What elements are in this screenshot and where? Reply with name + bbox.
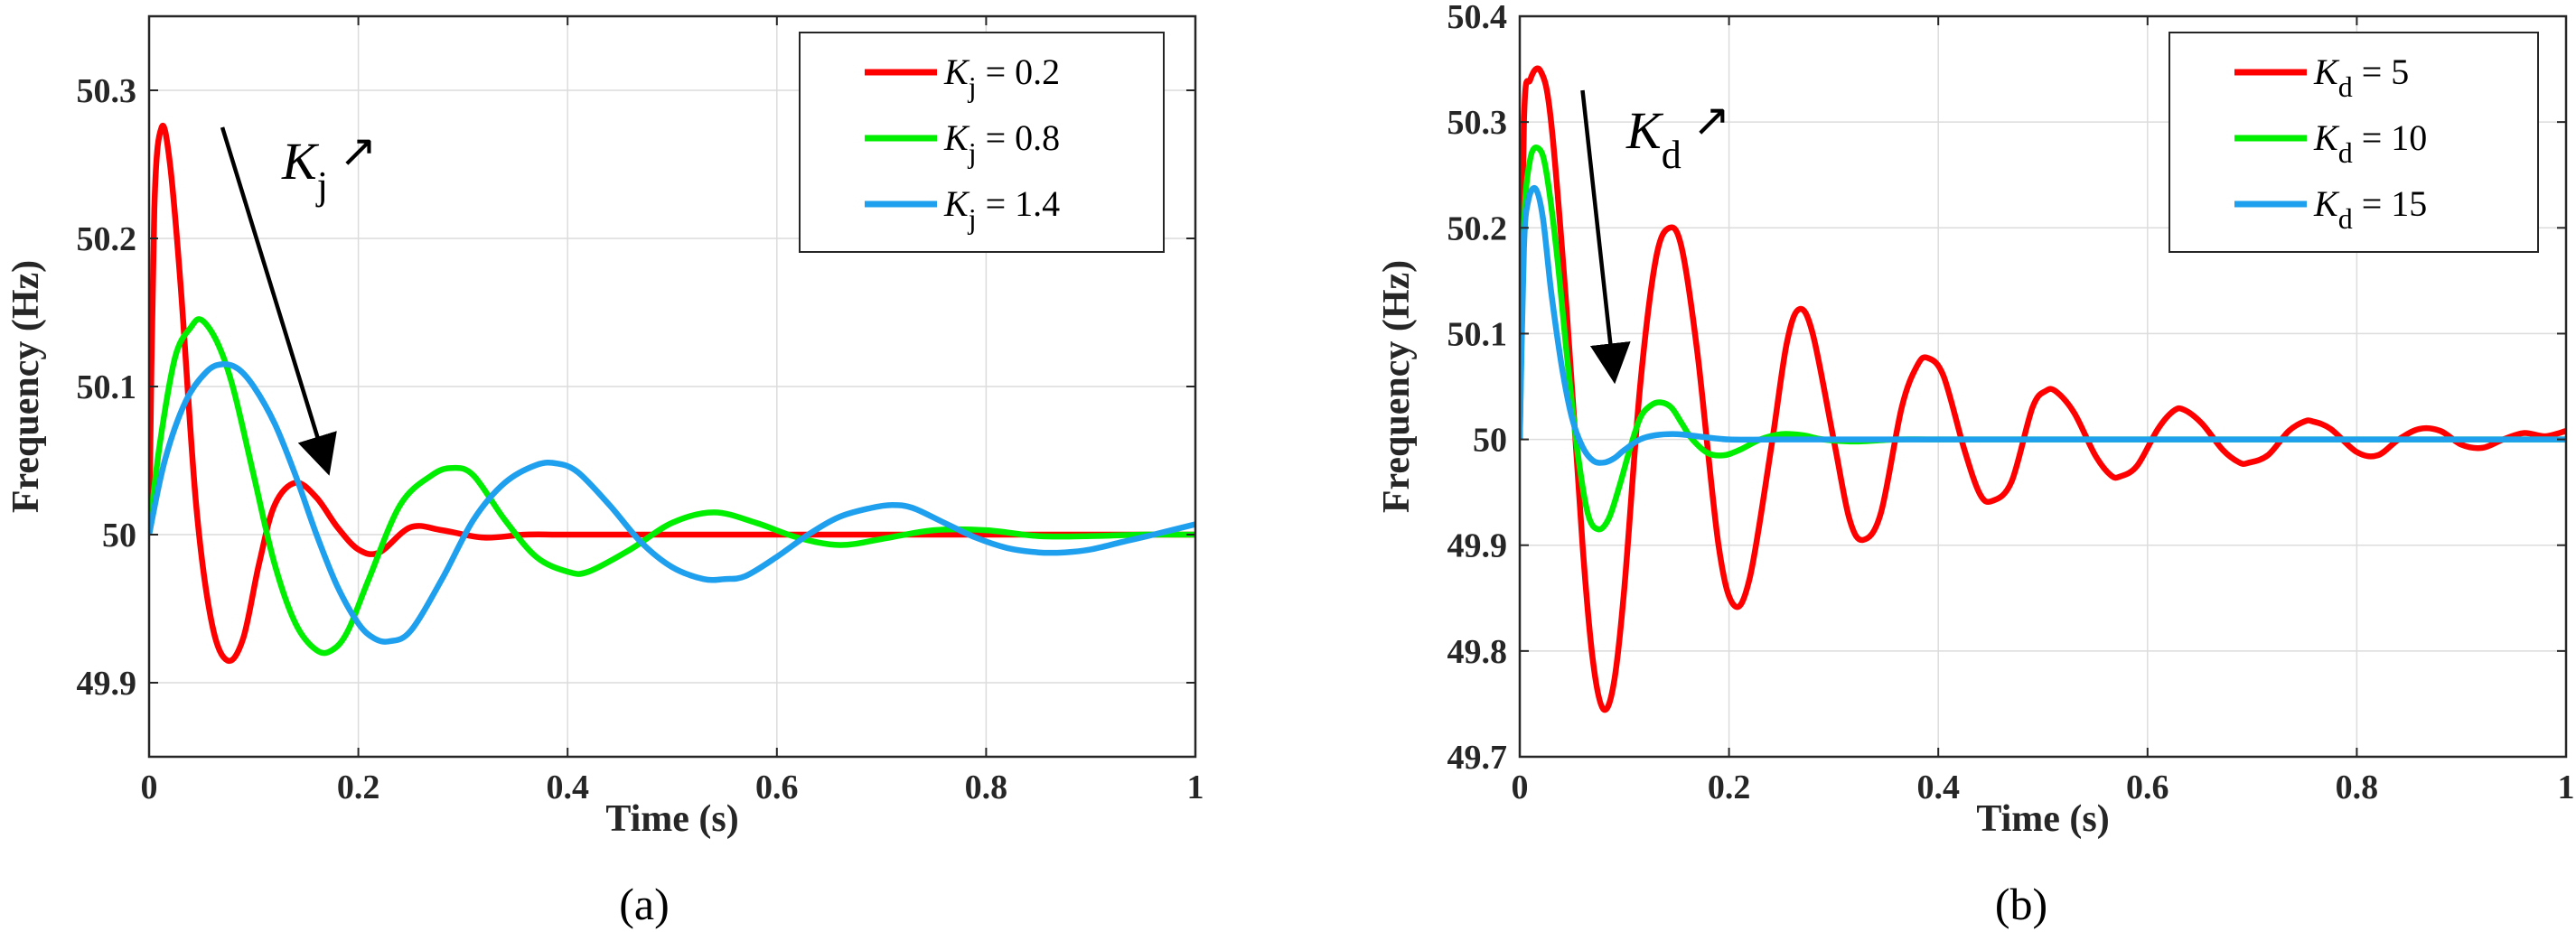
panel-caption: (a) <box>619 879 670 929</box>
series-line-j1 <box>149 122 1195 665</box>
legend-entry-label: Kd = 5 <box>2313 51 2409 103</box>
series-line-d1 <box>1520 65 2566 713</box>
legend-entry-label: Kj = 0.8 <box>943 117 1060 169</box>
x-tick-label: 1 <box>2558 769 2575 806</box>
legend: Kj = 0.2 Kj = 0.8 Kj = 1.4 <box>799 32 1165 253</box>
x-tick-label: 0.4 <box>1916 769 1960 806</box>
y-tick-label: 50 <box>102 517 136 554</box>
y-tick-label: 50 <box>1473 422 1507 460</box>
series-line-j3 <box>149 361 1195 645</box>
x-axis-label: Time (s) <box>605 798 738 840</box>
legend-entry-label: Kd = 15 <box>2313 183 2427 235</box>
x-tick-label: 0.2 <box>337 769 380 806</box>
y-tick-label: 50.3 <box>1447 104 1508 142</box>
up-right-arrow-icon: ↗ <box>1681 95 1730 145</box>
annotation-label: Kj ↗ <box>281 126 377 208</box>
x-tick-label: 0.6 <box>755 769 799 806</box>
y-tick-label: 50.2 <box>1447 210 1508 247</box>
x-tick-label: 0 <box>1512 769 1529 806</box>
legend-box <box>2169 32 2539 253</box>
series-line-d3 <box>1520 184 2566 466</box>
chart-panel-b: 0 0.2 0.4 0.6 0.8 1 49.7 49.8 49.9 50 50.1 50.2 50.3… <box>1376 0 2575 929</box>
y-tick-label: 50.3 <box>77 72 137 110</box>
y-tick-label: 49.9 <box>77 665 137 703</box>
legend-entry-label: Kj = 1.4 <box>943 183 1060 235</box>
y-tick-label: 50.1 <box>1447 315 1508 353</box>
legend-box <box>799 32 1165 253</box>
legend-entry-label: Kd = 10 <box>2313 117 2427 169</box>
x-tick-label: 0 <box>141 769 158 806</box>
panel-caption: (b) <box>1995 879 2047 929</box>
legend-entry-label: Kj = 0.2 <box>943 51 1060 103</box>
y-tick-label: 49.9 <box>1447 527 1508 565</box>
y-axis-label: Frequency (Hz) <box>1376 260 1418 513</box>
x-tick-label: 0.4 <box>546 769 589 806</box>
y-tick-label: 50.1 <box>77 368 137 406</box>
x-tick-label: 0.6 <box>2126 769 2169 806</box>
x-tick-label: 0.8 <box>2336 769 2379 806</box>
trend-arrow <box>220 126 337 476</box>
y-tick-label: 49.8 <box>1447 633 1508 671</box>
axes-frame <box>1518 14 2568 759</box>
chart-panel-a: 0 0.2 0.4 0.6 0.8 1 49.9 50 50.1 50.2 50.3 Time (s)… <box>5 14 1204 929</box>
y-axis-label: Frequency (Hz) <box>5 260 47 513</box>
trend-arrow <box>1580 89 1631 385</box>
x-tick-label: 0.2 <box>1708 769 1751 806</box>
annotation-label: Kd ↗ <box>1625 95 1730 177</box>
x-tick-label: 0.8 <box>965 769 1008 806</box>
x-tick-label: 1 <box>1187 769 1204 806</box>
legend: Kd = 5 Kd = 10 Kd = 15 <box>2169 32 2539 253</box>
y-tick-label: 50.4 <box>1447 0 1508 36</box>
y-tick-label: 49.7 <box>1447 739 1508 777</box>
y-tick-label: 50.2 <box>77 220 137 258</box>
up-right-arrow-icon: ↗ <box>328 126 377 176</box>
x-axis-label: Time (s) <box>1976 798 2109 840</box>
series-line-j2 <box>149 316 1195 657</box>
